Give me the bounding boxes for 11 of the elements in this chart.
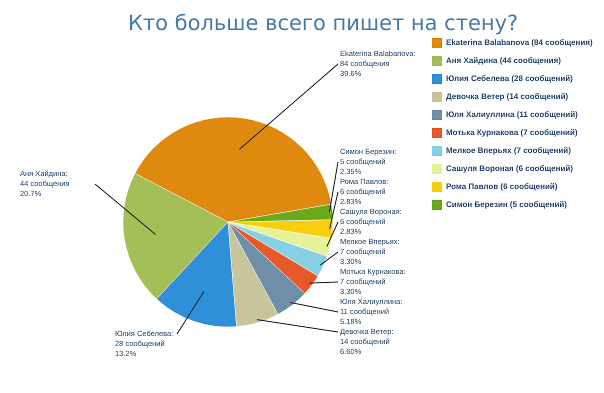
legend-label: Юля Халиуллина (11 сообщений) [446, 110, 578, 119]
legend-label: Аня Хайдина (44 сообщения) [446, 56, 562, 65]
legend-label: Юлия Себелева (28 сообщений) [446, 74, 574, 83]
legend-label: Ekaterina Balabanova (84 сообщения) [446, 38, 593, 47]
legend-label: Мотька Курнакова (7 сообщений) [446, 128, 578, 137]
legend-label: Сашуля Вороная (6 сообщений) [446, 164, 574, 173]
legend-label: Симон Березин (5 сообщений) [446, 200, 568, 209]
legend-label: Девочка Ветер (14 сообщений) [446, 92, 568, 101]
legend-label: Мелкое Вперьях (7 сообщений) [446, 146, 572, 155]
legend-label: Рома Павлов (6 сообщений) [446, 182, 558, 191]
chart-title: Кто больше всего пишет на стену? [128, 11, 518, 35]
